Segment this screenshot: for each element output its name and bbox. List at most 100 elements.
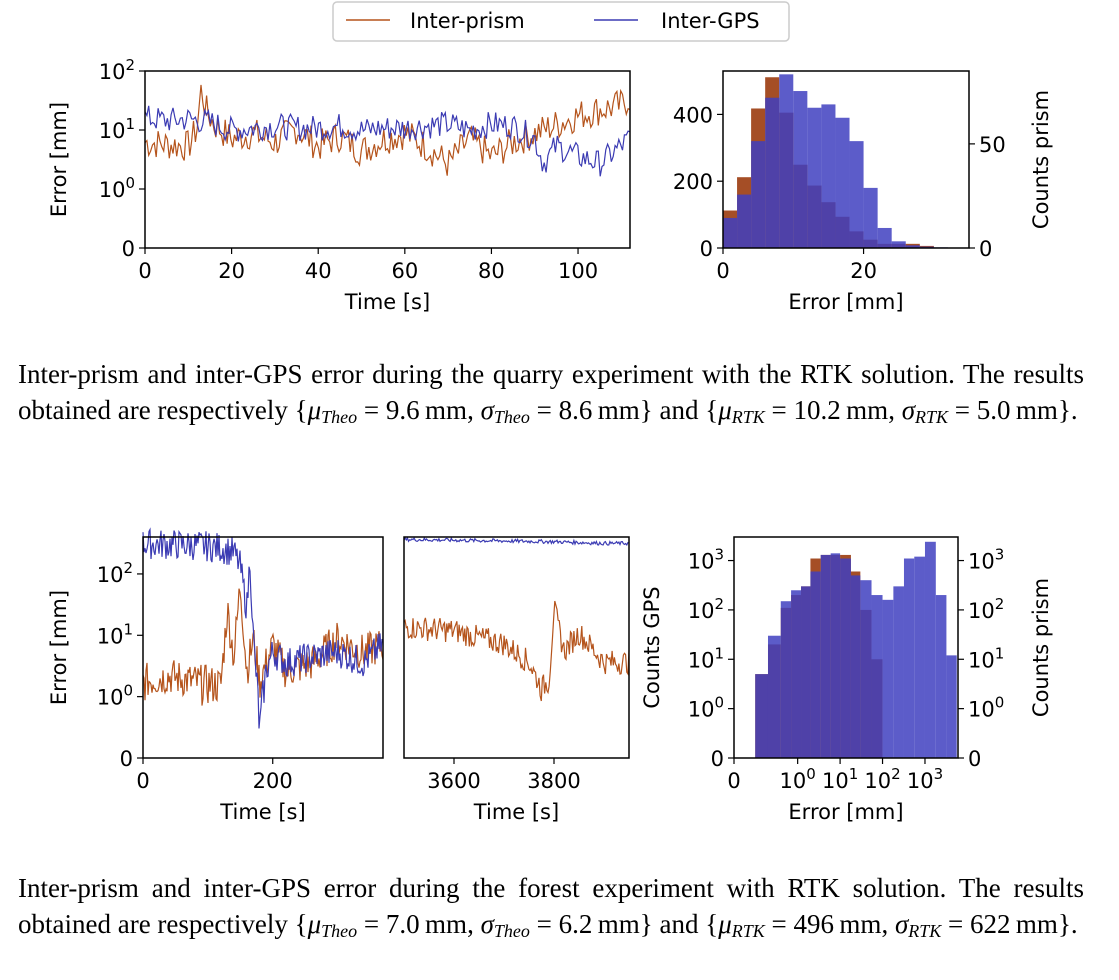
forest-caption-text: Inter-prism and inter-GPS error during t… — [18, 873, 1084, 939]
quarry-caption-text: Inter-prism and inter-GPS error during t… — [18, 359, 1084, 425]
legend-box — [332, 1, 790, 42]
y-right-tick-label: 102 — [968, 595, 1004, 623]
forest-timeseries-b-series-prism — [403, 600, 630, 702]
x-tick-label: 101 — [822, 765, 858, 793]
legend: Inter-prism Inter-GPS — [332, 1, 790, 42]
gps-bar — [780, 601, 792, 758]
forest-timeseries-a-chart: 0 200 0 100 101 102 Time [s] Error [mm] — [47, 527, 384, 824]
y-left-tick-label: 400 — [673, 103, 713, 127]
gps-bar — [751, 141, 766, 248]
gps-bar — [924, 541, 936, 758]
gps-bar — [905, 245, 920, 248]
quarry-timeseries-series-prism — [144, 84, 631, 176]
x-tick-label: 100 — [780, 765, 816, 793]
gps-bar — [871, 595, 883, 758]
y-right-tick-label: 0 — [979, 237, 992, 261]
x-tick-label: 0 — [716, 259, 729, 283]
gps-bar — [850, 575, 861, 758]
forest-timeseries-a-series-gps — [142, 527, 384, 729]
forest-timeseries-a-frame — [142, 536, 384, 759]
y-right-tick-label: 103 — [968, 546, 1004, 574]
x-tick-label: 0 — [727, 769, 740, 793]
gps-bar — [807, 107, 822, 249]
y-left-tick-label: 0 — [711, 747, 724, 771]
quarry-rtk-mu: 10.2 mm — [793, 395, 889, 425]
x-axis-label: Error [mm] — [788, 800, 903, 824]
x-tick-label: 200 — [253, 769, 293, 793]
quarry-histogram-frame — [722, 70, 970, 249]
y-right-axis-label: Counts prism — [1029, 90, 1053, 229]
y-left-tick-label: 101 — [688, 644, 724, 672]
y-right-tick-label: 100 — [968, 694, 1004, 722]
y-tick-label: 101 — [97, 620, 133, 648]
forest-timeseries-b-series-gps — [403, 536, 630, 547]
gps-bar — [737, 194, 752, 248]
quarry-caption: Inter-prism and inter-GPS error during t… — [18, 359, 1084, 427]
y-tick-label: 100 — [97, 682, 133, 710]
y-left-tick-label: 100 — [688, 694, 724, 722]
y-left-tick-label: 0 — [700, 237, 713, 261]
x-tick-label: 20 — [850, 259, 877, 283]
x-tick-label: 100 — [558, 259, 598, 283]
forest-caption: Inter-prism and inter-GPS error during t… — [18, 873, 1084, 941]
gps-bar — [767, 635, 781, 758]
gps-bar — [860, 580, 872, 758]
x-tick-label: 102 — [864, 765, 900, 793]
gps-bar — [877, 227, 892, 248]
y-tick-label: 0 — [122, 237, 135, 261]
forest-timeseries-a-series-prism — [142, 588, 384, 706]
x-axis-label: Error [mm] — [788, 290, 903, 314]
gps-bar — [935, 595, 947, 758]
gps-bar — [755, 674, 768, 758]
legend-gps-label: Inter-GPS — [661, 9, 760, 33]
x-axis-label: Time [s] — [219, 800, 305, 824]
quarry-timeseries-frame — [144, 70, 631, 249]
gps-bar — [779, 74, 794, 248]
gps-bar — [801, 586, 811, 758]
gps-bar — [914, 556, 925, 758]
forest-theo-sigma: 6.2 mm — [558, 909, 640, 939]
quarry-theo-mu: 9.6 mm — [385, 395, 468, 425]
gps-bar — [821, 104, 836, 248]
x-tick-label: 20 — [218, 259, 245, 283]
y-tick-label: 0 — [120, 747, 133, 771]
y-tick-label: 101 — [99, 115, 135, 143]
gps-bar — [810, 571, 821, 758]
gps-bar — [791, 590, 802, 758]
gps-bar — [849, 141, 864, 248]
gps-bar — [820, 554, 831, 758]
y-axis-label: Error [mm] — [47, 102, 71, 217]
y-left-axis-label: Counts GPS — [640, 586, 664, 708]
y-tick-label: 102 — [97, 559, 133, 587]
forest-timeseries-b-chart: 3600 3800 Time [s] — [403, 536, 630, 824]
forest-rtk-sigma: 622 mm — [970, 909, 1058, 939]
gps-bar — [882, 599, 894, 758]
x-tick-label: 0 — [138, 259, 151, 283]
figure: Inter-prism Inter-GPS 0 20 40 60 80 100010010… — [47, 1, 1053, 824]
gps-bar — [840, 558, 851, 758]
y-left-tick-label: 103 — [688, 546, 724, 574]
x-axis-label: Time [s] — [473, 800, 559, 824]
y-tick-label: 102 — [99, 56, 135, 84]
x-tick-label: 60 — [391, 259, 418, 283]
quarry-timeseries-series-gps — [144, 105, 631, 177]
gps-bar — [793, 91, 808, 248]
gps-bar — [946, 655, 957, 758]
y-axis-label: Error [mm] — [47, 590, 71, 705]
forest-theo-mu: 7.0 mm — [385, 909, 468, 939]
y-right-tick-label: 50 — [979, 133, 1006, 157]
forest-histogram-chart: 0 100 101 102 10301001011021030100101102103E… — [640, 536, 1053, 824]
forest-rtk-mu: 496 mm — [793, 909, 882, 939]
x-tick-label: 3600 — [427, 769, 480, 793]
x-tick-label: 40 — [305, 259, 332, 283]
gps-bar — [863, 187, 878, 248]
gps-bar — [835, 117, 850, 248]
gps-bar — [830, 553, 841, 758]
quarry-timeseries-chart: 0 20 40 60 80 100 0 100 101 102 Time [s] Error [mm] — [47, 56, 631, 314]
y-left-tick-label: 200 — [673, 170, 713, 194]
gps-bar — [891, 241, 906, 248]
gps-bar — [723, 217, 738, 248]
y-tick-label: 100 — [99, 174, 135, 202]
forest-histogram-frame — [733, 536, 959, 759]
gps-bar — [765, 97, 780, 248]
